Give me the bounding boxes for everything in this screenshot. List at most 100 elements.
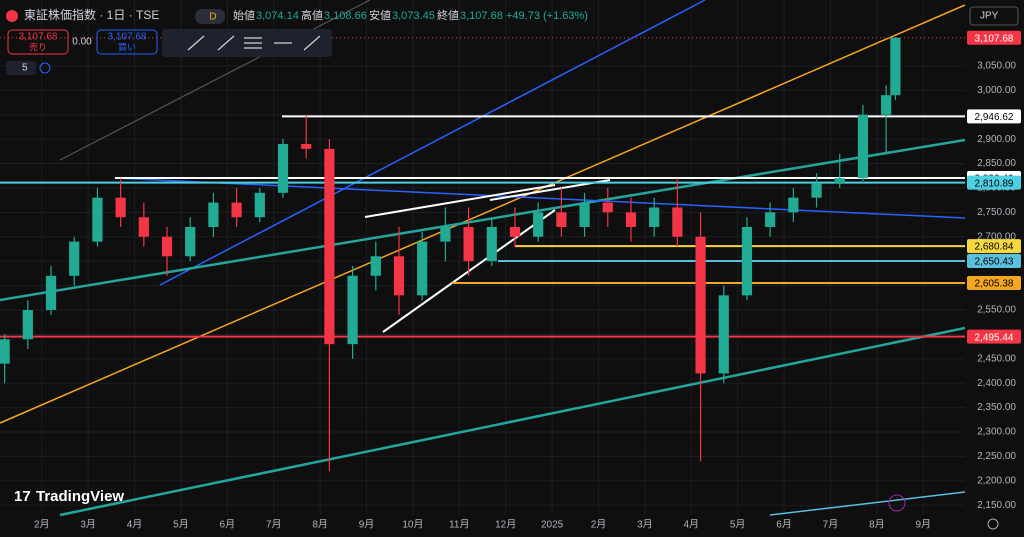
currency: JPY (980, 11, 999, 22)
buy-label: 買い (118, 42, 136, 52)
x-tick-label: 6月 (776, 519, 792, 531)
candle-body (834, 178, 845, 184)
candle-body (254, 192, 265, 218)
candle-body (625, 212, 637, 227)
candle-body (509, 226, 521, 237)
y-tick-label: 3,050.00 (977, 61, 1016, 72)
x-tick-label: 9月 (359, 519, 375, 531)
close-label: 終値 (437, 8, 459, 22)
x-tick-label: 12月 (495, 519, 516, 531)
candles (0, 37, 901, 472)
badge-bg (195, 9, 225, 24)
trendline (114, 177, 966, 219)
candle-body (324, 148, 335, 345)
candle-body (765, 212, 776, 227)
candle-body (890, 37, 901, 96)
candle-body (277, 144, 289, 193)
sell-button[interactable] (7, 29, 69, 55)
buy-button[interactable] (96, 29, 158, 55)
x-tick-label: 4月 (683, 519, 699, 531)
candle-body (393, 256, 405, 296)
level-label: 2,650.43 (975, 257, 1014, 268)
close-value: 3,107.68 (460, 10, 503, 22)
x-tick-label: 2月 (34, 519, 50, 531)
candle-body (208, 202, 219, 227)
y-tick-label: 2,150.00 (977, 500, 1016, 511)
candle-body (602, 202, 613, 213)
levels (0, 37, 965, 338)
y-tick-label: 2,450.00 (977, 353, 1016, 364)
x-tick-label: 9月 (915, 519, 931, 531)
x-tick-label: 6月 (220, 519, 236, 531)
candle-body (370, 256, 381, 276)
y-tick-label: 2,750.00 (977, 207, 1016, 218)
candle-body (301, 144, 312, 149)
level-label-bg (967, 30, 1021, 45)
level-label: 2,680.84 (975, 242, 1014, 253)
symbol-icon (6, 10, 18, 22)
candle-body (185, 226, 196, 257)
x-tick-label: 10月 (402, 519, 423, 531)
y-tick-label: 2,900.00 (977, 134, 1016, 145)
x-tick-label: 7月 (266, 519, 282, 531)
x-tick-label: 3月 (637, 519, 653, 531)
currency-button[interactable] (969, 6, 1019, 26)
trendline (364, 184, 556, 218)
tool-icon[interactable] (217, 35, 235, 51)
candle-body (138, 217, 149, 237)
trendline (159, 0, 706, 286)
indicator-icon[interactable] (39, 62, 51, 74)
spread: 0.00 (72, 37, 92, 48)
high-value: 3,108.66 (324, 10, 367, 22)
x-tick-label: 4月 (127, 519, 143, 531)
y-tick-label: 2,850.00 (977, 158, 1016, 169)
candle-body (92, 197, 103, 242)
level-label: 2,495.44 (975, 332, 1014, 343)
trendline (0, 4, 966, 424)
symbol[interactable]: 東証株価指数 · 1日 · TSE (24, 7, 159, 22)
candle-body (463, 226, 474, 262)
y-tick-label: 2,350.00 (977, 402, 1016, 413)
high-label: 高値 (301, 8, 323, 22)
level-label: 3,107.68 (975, 33, 1014, 44)
level-label-bg (967, 109, 1021, 124)
candle-body (22, 309, 33, 340)
level-label-bg (967, 253, 1021, 268)
candle-body (231, 202, 242, 218)
x-tick-label: 2025 (541, 520, 564, 531)
low-label: 安値 (369, 8, 391, 22)
tool-icon[interactable] (187, 35, 205, 51)
x-tick-label: 5月 (173, 519, 189, 531)
y-tick-label: 3,000.00 (977, 85, 1016, 96)
tool-icon[interactable] (303, 35, 321, 51)
x-tick-label: 8月 (869, 519, 885, 531)
x-tick-label: 3月 (80, 519, 96, 531)
candle-body (857, 114, 869, 179)
candle-body (579, 202, 590, 227)
low-value: 3,073.45 (392, 10, 435, 22)
y-tick-label: 2,550.00 (977, 305, 1016, 316)
level-label-bg (967, 239, 1021, 254)
candle-body (440, 226, 451, 242)
sell-label: 売り (29, 41, 47, 52)
y-tick-label: 2,250.00 (977, 451, 1016, 462)
candle-body (788, 197, 799, 213)
x-tick-label: 5月 (730, 519, 746, 531)
y-tick-label: 2,700.00 (977, 231, 1016, 242)
indicator-toggle[interactable] (6, 61, 36, 75)
candle-body (417, 241, 428, 296)
trendline (0, 138, 966, 302)
trendline (769, 491, 966, 516)
level-label-bg (967, 175, 1021, 190)
x-tick-label: 11月 (449, 519, 469, 531)
y-tick-label: 2,200.00 (977, 475, 1016, 486)
candle-body (718, 295, 729, 374)
level-label-bg (967, 275, 1021, 290)
drawings (0, 0, 966, 517)
candle-body (556, 212, 567, 227)
alert-icon[interactable] (888, 494, 906, 512)
settings-icon[interactable] (987, 518, 999, 530)
